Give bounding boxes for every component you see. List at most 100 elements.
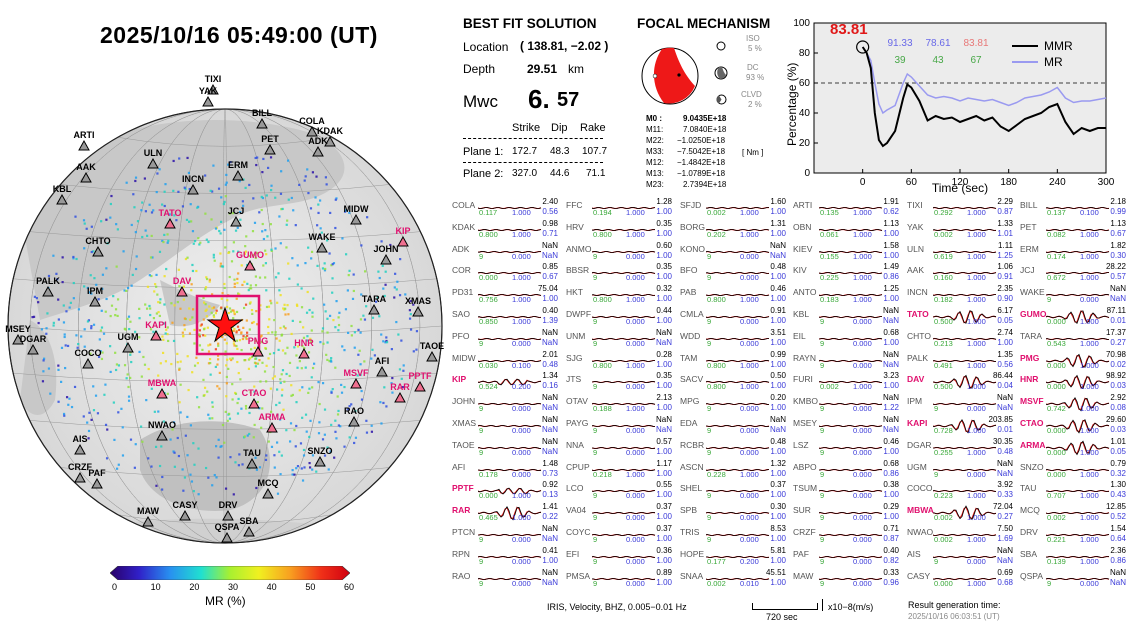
waveform-trace <box>1046 555 1110 558</box>
weight-value: 9 <box>820 426 825 435</box>
station-label: PAF <box>88 468 106 478</box>
station-name: HOPE <box>680 548 705 559</box>
variance-value: 1.000 <box>853 295 872 305</box>
waveform-trace <box>706 490 770 493</box>
legend-label: MMR <box>1044 39 1073 53</box>
y-tick-label: 40 <box>799 108 811 119</box>
station-triangle-icon <box>368 303 380 315</box>
iso-label: ISO <box>746 34 760 43</box>
amplitude-value: NaN <box>882 306 899 315</box>
amplitude-value: 0.32 <box>656 284 672 294</box>
fit-value: 0.03 <box>1110 381 1126 391</box>
variance-value: 0.000 <box>626 338 645 348</box>
amplitude-value: 2.01 <box>542 349 558 359</box>
waveform-trace <box>933 533 997 537</box>
amplitude-value: 1.32 <box>770 458 786 468</box>
fit-value: 1.00 <box>883 294 899 304</box>
weight-value: 0.800 <box>707 382 726 392</box>
station-name: HRV <box>566 221 584 232</box>
variance-value: 0.000 <box>626 317 645 326</box>
variance-value: 0.000 <box>740 338 759 348</box>
fit-value: 0.91 <box>997 272 1013 282</box>
variance-value: 0.000 <box>853 317 872 326</box>
station-name: CMLA <box>680 309 704 319</box>
waveform-trace <box>706 206 770 210</box>
weight-value: 0.000 <box>1047 447 1066 457</box>
station-triangle-icon <box>248 397 260 409</box>
fit-value: 0.90 <box>997 294 1013 304</box>
weight-value: 9 <box>479 535 484 544</box>
waveform-cell: JOHN NaN NaN 9 0.000 <box>452 393 558 415</box>
weight-value: 0.000 <box>479 273 498 283</box>
weight-value: 9 <box>1047 295 1052 305</box>
fit-value: 0.56 <box>542 207 558 216</box>
amplitude-value: 0.68 <box>883 458 899 468</box>
waveform-cell: KDAK 0.98 0.71 0.800 1.000 <box>452 219 558 241</box>
station-triangle-icon <box>27 343 39 355</box>
result-label: Result generation time: <box>908 600 1001 610</box>
weight-value: 0.000 <box>1047 382 1066 392</box>
waveform-cell: AAK 1.06 0.91 0.160 1.000 <box>907 262 1013 284</box>
fit-value: 1.00 <box>656 555 672 565</box>
station-label: IPM <box>87 286 103 296</box>
waveform-trace <box>478 577 542 580</box>
weight-value: 9 <box>593 251 598 261</box>
weight-value: 0.002 <box>934 229 953 239</box>
station-label: TIXI <box>205 74 222 84</box>
station-triangle-icon <box>314 455 326 467</box>
variance-value: 0.000 <box>740 426 759 435</box>
weight-value: 9 <box>479 426 484 435</box>
variance-value: 0.000 <box>967 556 986 566</box>
station-name: LSZ <box>793 439 809 450</box>
station-name: PFO <box>452 330 470 341</box>
weight-value: 0.160 <box>934 273 953 283</box>
variance-value: 1.000 <box>740 469 759 479</box>
station-name: TSUM <box>793 483 818 494</box>
waveform-cell: CRZF 0.71 0.87 9 0.000 <box>793 524 899 546</box>
waveform-trace <box>706 533 770 537</box>
weight-value: 9 <box>707 251 712 261</box>
station-triangle-icon <box>78 139 90 151</box>
station-marker: HNR <box>294 338 314 359</box>
waveform-cell: WAKE NaN NaN 9 0.000 <box>1020 284 1126 306</box>
fit-value: 1.00 <box>656 490 672 500</box>
station-marker: NWAO <box>148 420 176 441</box>
station-marker: GUMO <box>236 250 264 271</box>
units-bar <box>822 599 823 611</box>
station-marker: RAR <box>390 382 410 403</box>
variance-value: 1.000 <box>853 251 872 261</box>
waveform-cell: MAW 0.33 0.96 9 0.000 <box>793 568 899 590</box>
station-triangle-icon <box>92 245 104 257</box>
amplitude-value: 17.37 <box>1105 327 1126 337</box>
australia-land <box>140 421 270 511</box>
waveform-cell: RPN 0.41 1.00 9 0.000 <box>452 546 558 568</box>
station-triangle-icon <box>397 235 409 247</box>
amplitude-value: NaN <box>541 436 558 446</box>
station-name: PAYG <box>566 418 589 428</box>
m13-value: −1.0789E+18 <box>677 169 726 178</box>
station-triangle-icon <box>348 415 360 427</box>
fit-value: 1.00 <box>656 272 672 282</box>
weight-value: 9 <box>593 447 598 457</box>
fit-value: 0.96 <box>883 577 899 587</box>
waveform-trace <box>819 315 883 319</box>
fit-value: 0.57 <box>1110 272 1126 282</box>
station-name: COLA <box>452 200 476 210</box>
weight-value: 0.178 <box>479 469 498 479</box>
wf-units: x10−8(m/s) <box>828 602 874 612</box>
fit-value: 0.82 <box>883 555 899 565</box>
station-triangle-icon <box>147 157 159 169</box>
station-marker: TIXI <box>205 74 222 95</box>
waveform-cell: GUMO 87.11 0.01 0.000 1.000 <box>1020 306 1126 328</box>
stat-value: 91.33 <box>887 38 912 49</box>
waveform-trace <box>1046 440 1110 456</box>
waveform-trace <box>1046 294 1110 297</box>
mw-label: Mwc <box>463 92 498 111</box>
station-name: SJG <box>566 352 583 363</box>
weight-value: 0.030 <box>479 360 498 370</box>
y-tick-label: 0 <box>804 168 810 179</box>
station-marker: AAK <box>76 162 96 183</box>
weight-value: 0.183 <box>820 295 839 305</box>
variance-value: 1.000 <box>1080 273 1099 283</box>
x-tick-label: 120 <box>952 177 969 188</box>
